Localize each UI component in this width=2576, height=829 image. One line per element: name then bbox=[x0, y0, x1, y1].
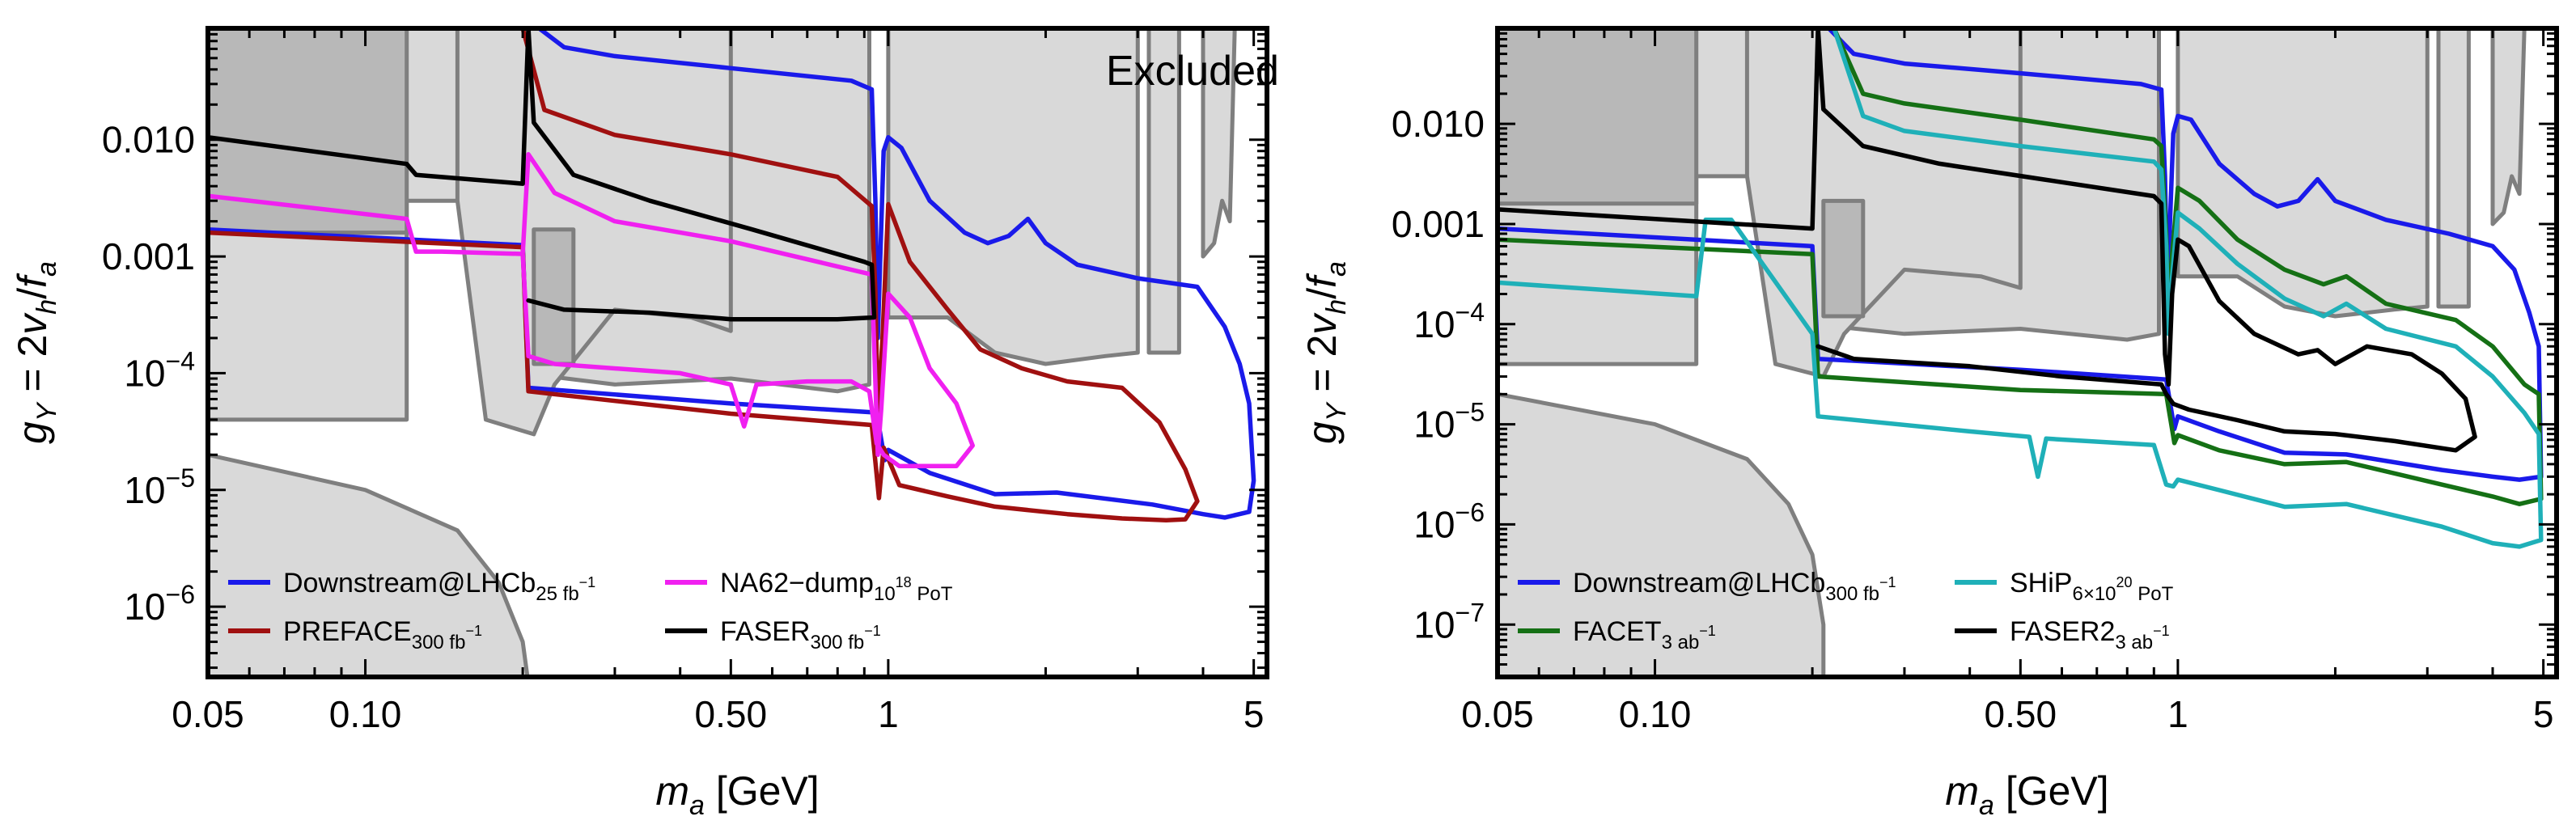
excluded-region-strip-1 bbox=[1146, 28, 1181, 355]
series-magenta-curve bbox=[208, 152, 975, 469]
legend-label-cyan: SHiP6×1020 PoT bbox=[2010, 568, 2174, 605]
x-tick-label: 1 bbox=[2167, 693, 2188, 735]
excluded-region-bottom bbox=[208, 452, 530, 677]
y-axis-label: gY = 2vh/fa bbox=[1299, 261, 1352, 444]
plot-area bbox=[1498, 28, 2544, 677]
legend-label-red: PREFACE300 fb−1 bbox=[283, 616, 482, 653]
y-tick-label: 10−5 bbox=[1413, 398, 1485, 446]
excluded-region-dark-2 bbox=[1821, 198, 1866, 319]
series-cyan-curve bbox=[1498, 28, 2544, 549]
series-black-curve bbox=[1498, 28, 2477, 453]
excluded-region-strip-2 bbox=[1201, 28, 1237, 259]
x-tick-label: 0.10 bbox=[1619, 693, 1692, 735]
legend-label-black: FASER300 fb−1 bbox=[720, 616, 881, 653]
legend-label-blue: Downstream@LHCb300 fb−1 bbox=[1573, 568, 1896, 605]
legend-label-green: FACET3 ab−1 bbox=[1573, 616, 1716, 653]
plot-frame bbox=[1495, 26, 2559, 679]
x-tick-label: 0.05 bbox=[1461, 693, 1534, 735]
x-axis-label: ma [GeV] bbox=[655, 768, 819, 821]
y-tick-label: 10−4 bbox=[1413, 298, 1485, 345]
plot-area bbox=[208, 28, 1256, 677]
excluded-annotation: Excluded bbox=[1106, 48, 1279, 95]
y-tick-label: 0.001 bbox=[102, 235, 195, 277]
series-red-curve bbox=[208, 28, 1200, 522]
excluded-region-strip-2 bbox=[2490, 28, 2527, 226]
x-tick-label: 0.10 bbox=[329, 693, 402, 735]
y-tick-label: 10−4 bbox=[124, 346, 195, 394]
y-tick-label: 0.010 bbox=[102, 119, 195, 161]
excluded-region-dark-1 bbox=[1498, 28, 1699, 206]
y-tick-label: 0.010 bbox=[1392, 103, 1485, 145]
y-tick-label: 10−7 bbox=[1413, 598, 1485, 645]
x-tick-label: 1 bbox=[878, 693, 899, 735]
legend-label-black: FASER23 ab−1 bbox=[2010, 616, 2170, 653]
series-blue-curve bbox=[208, 28, 1256, 520]
excluded-region-dark-1 bbox=[208, 28, 409, 235]
y-tick-label: 10−6 bbox=[1413, 497, 1485, 545]
excluded-region-strip-1 bbox=[2436, 28, 2471, 309]
x-tick-label: 0.50 bbox=[695, 693, 768, 735]
series-black-curve bbox=[208, 28, 877, 322]
y-tick-label: 10−5 bbox=[124, 463, 195, 511]
excluded-region-dark-2 bbox=[532, 227, 576, 366]
panel-left: 0.05 0.10 0.50 1 5 10−6 10−5 10−4 0.001 0.010 ma [… bbox=[10, 26, 1279, 821]
y-axis-label: gY = 2vh/fa bbox=[10, 261, 62, 444]
panel-right: 0.05 0.10 0.50 1 5 10−7 10−6 10−5 10−4 0.001 0.010… bbox=[1299, 26, 2559, 821]
excluded-region-bottom bbox=[1498, 391, 1826, 677]
y-tick-label: 10−6 bbox=[124, 580, 195, 628]
x-tick-label: 5 bbox=[2533, 693, 2554, 735]
x-tick-label: 0.05 bbox=[172, 693, 244, 735]
x-tick-label: 5 bbox=[1244, 693, 1265, 735]
x-tick-label: 0.50 bbox=[1985, 693, 2057, 735]
excluded-region-high bbox=[2176, 28, 2430, 319]
legend-label-blue: Downstream@LHCb25 fb−1 bbox=[283, 568, 595, 605]
x-axis-label: ma [GeV] bbox=[1945, 768, 2108, 821]
y-tick-label: 0.001 bbox=[1392, 203, 1485, 245]
legend-label-magenta: NA62−dump1018 PoT bbox=[720, 568, 953, 605]
plot-frame bbox=[205, 26, 1269, 679]
